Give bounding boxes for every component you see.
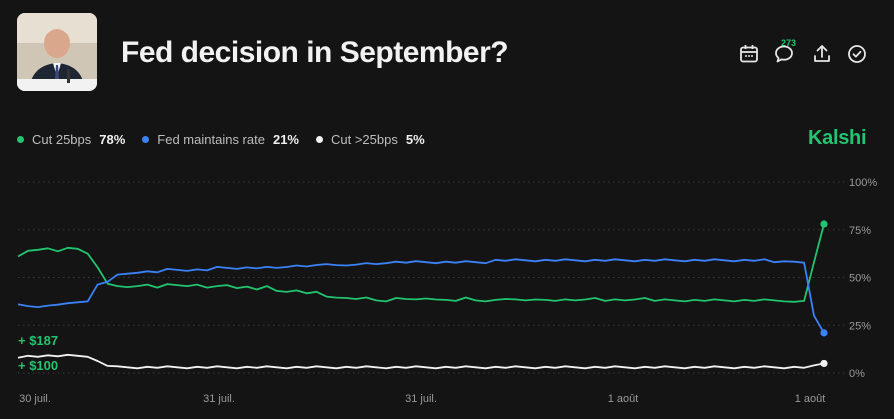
legend-dot-white xyxy=(316,135,323,143)
x-tick-label: 1 août xyxy=(608,393,639,405)
kalshi-logo: Kalshi xyxy=(808,127,867,149)
legend-percent: 21% xyxy=(272,131,299,147)
x-tick-label: 30 juil. xyxy=(19,393,51,405)
share-icon xyxy=(814,45,830,62)
x-tick-label: 1 août xyxy=(795,393,826,405)
calendar-button[interactable] xyxy=(737,42,761,66)
position-amount: + $187 xyxy=(18,333,58,348)
legend-item-cut-25bps[interactable]: Cut 25bps 78% xyxy=(17,132,125,147)
legend-dot-green xyxy=(17,135,24,143)
legend-label: Fed maintains rate xyxy=(157,131,265,147)
check-circle-icon xyxy=(848,45,866,63)
legend-percent: 78% xyxy=(99,131,126,147)
series-line xyxy=(17,258,825,334)
comments-button[interactable] xyxy=(772,42,796,66)
series-line xyxy=(17,223,825,303)
position-amount: + $100 xyxy=(18,358,58,373)
resolve-button[interactable] xyxy=(845,42,869,66)
speaker-portrait-image xyxy=(17,13,97,91)
y-tick-label: 25% xyxy=(849,320,871,332)
comment-count-badge: 273 xyxy=(781,38,797,48)
legend-item-fed-maintains-rate[interactable]: Fed maintains rate 21% xyxy=(142,132,299,147)
y-tick-label: 75% xyxy=(849,225,871,237)
x-tick-label: 31 juil. xyxy=(203,393,235,405)
legend-label: Cut 25bps xyxy=(32,131,92,147)
legend-item-cut-over-25bps[interactable]: Cut >25bps 5% xyxy=(316,132,425,147)
y-tick-label: 0% xyxy=(849,368,865,380)
y-tick-label: 50% xyxy=(849,273,871,285)
series-end-dot xyxy=(820,359,828,368)
market-thumbnail xyxy=(17,13,97,91)
legend-dot-blue xyxy=(142,135,150,143)
legend-percent: 5% xyxy=(405,131,425,147)
market-title: Fed decision in September? xyxy=(121,36,509,69)
calendar-icon xyxy=(740,45,758,63)
x-tick-label: 31 juil. xyxy=(405,393,437,405)
series-end-dot xyxy=(820,220,828,228)
y-tick-label: 100% xyxy=(849,177,877,189)
legend-label: Cut >25bps xyxy=(331,131,398,147)
share-button[interactable] xyxy=(810,42,834,66)
series-end-dot xyxy=(820,329,828,337)
comment-bubble-icon xyxy=(775,45,793,63)
chart-legend: Cut 25bps 78% Fed maintains rate 21% Cut… xyxy=(17,131,442,147)
series-line xyxy=(17,353,825,370)
